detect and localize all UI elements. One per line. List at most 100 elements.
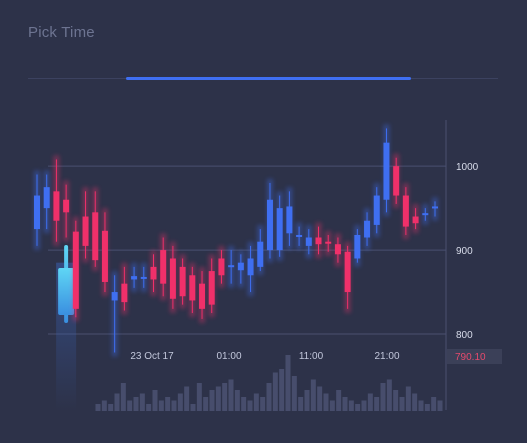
volume-bar bbox=[165, 397, 171, 411]
candle-body bbox=[53, 191, 60, 221]
candle[interactable] bbox=[140, 262, 147, 292]
volume-bar bbox=[367, 393, 373, 411]
volume-bar bbox=[133, 397, 139, 411]
candle-body bbox=[160, 250, 167, 284]
selected-candle[interactable] bbox=[58, 245, 75, 323]
candle-body bbox=[266, 199, 273, 251]
x-tick-label: 01:00 bbox=[216, 351, 241, 362]
candle[interactable] bbox=[218, 246, 225, 288]
candle[interactable] bbox=[92, 187, 99, 271]
candle-body bbox=[34, 195, 40, 230]
candle[interactable] bbox=[169, 241, 176, 313]
candle[interactable] bbox=[121, 262, 128, 315]
volume-bar bbox=[95, 404, 101, 411]
candle[interactable] bbox=[422, 204, 429, 225]
volume-bar bbox=[139, 393, 145, 411]
volume-bar bbox=[215, 386, 221, 411]
candle[interactable] bbox=[364, 208, 371, 250]
volume-bar bbox=[152, 390, 158, 411]
volume-bar bbox=[266, 383, 272, 411]
candle[interactable] bbox=[189, 262, 196, 318]
candle-body bbox=[402, 195, 409, 227]
candle[interactable] bbox=[383, 124, 390, 217]
volume-bar bbox=[424, 404, 430, 411]
candle[interactable] bbox=[34, 170, 40, 250]
candle[interactable] bbox=[412, 204, 419, 234]
volume-bar bbox=[279, 369, 285, 411]
x-tick-label: 11:00 bbox=[299, 351, 324, 362]
candle-body bbox=[325, 241, 332, 244]
y-tick-label: 900 bbox=[456, 246, 473, 257]
volume-bar bbox=[285, 355, 291, 411]
candle[interactable] bbox=[247, 241, 254, 297]
volume-bar bbox=[146, 404, 152, 411]
candle[interactable] bbox=[82, 187, 89, 263]
candle[interactable] bbox=[325, 230, 332, 256]
candle[interactable] bbox=[344, 241, 351, 313]
volume-bar bbox=[222, 383, 228, 411]
candle-body bbox=[72, 231, 79, 309]
selected-candle-body bbox=[58, 268, 75, 315]
candle[interactable] bbox=[160, 233, 167, 301]
candle-body bbox=[189, 275, 196, 301]
candle[interactable] bbox=[150, 250, 157, 297]
candle[interactable] bbox=[334, 233, 341, 267]
volume-bar bbox=[228, 379, 234, 411]
candle[interactable] bbox=[373, 183, 380, 238]
volume-bar bbox=[329, 400, 335, 411]
candle[interactable] bbox=[315, 222, 322, 259]
candle-body bbox=[286, 206, 293, 234]
candle-body bbox=[373, 195, 380, 225]
candle[interactable] bbox=[257, 225, 264, 276]
candle[interactable] bbox=[228, 246, 235, 288]
candle[interactable] bbox=[43, 170, 50, 234]
volume-bar bbox=[431, 397, 437, 411]
candle[interactable] bbox=[432, 197, 438, 221]
candle[interactable] bbox=[72, 216, 79, 322]
candle[interactable] bbox=[179, 254, 186, 309]
candle[interactable] bbox=[296, 222, 303, 250]
volume-bar bbox=[386, 379, 392, 411]
candle[interactable] bbox=[111, 271, 118, 357]
candle[interactable] bbox=[131, 262, 138, 292]
candle-body bbox=[237, 262, 244, 271]
price-tag-bg bbox=[447, 349, 502, 364]
candle-body bbox=[422, 213, 429, 216]
candle[interactable] bbox=[199, 267, 206, 323]
volume-bars bbox=[95, 355, 443, 411]
volume-bar bbox=[298, 397, 304, 411]
candle-body bbox=[92, 212, 99, 261]
volume-bar bbox=[272, 372, 278, 411]
volume-bar bbox=[203, 397, 209, 411]
candle[interactable] bbox=[53, 155, 60, 246]
selected-candle-highlight bbox=[56, 245, 77, 411]
candle[interactable] bbox=[63, 180, 70, 242]
range-selector-handle[interactable] bbox=[126, 77, 411, 80]
candle[interactable] bbox=[402, 183, 409, 239]
candle-body bbox=[218, 258, 225, 276]
candle-body bbox=[344, 251, 351, 293]
volume-bar bbox=[405, 386, 411, 411]
volume-bar bbox=[304, 390, 310, 411]
volume-bar bbox=[361, 400, 367, 411]
volume-bar bbox=[260, 397, 266, 411]
candle[interactable] bbox=[208, 254, 215, 318]
candle[interactable] bbox=[393, 153, 400, 208]
candle[interactable] bbox=[101, 208, 108, 297]
current-price-tag: 790.10 bbox=[447, 349, 502, 364]
candle-body bbox=[383, 142, 390, 200]
candle-body bbox=[121, 283, 128, 303]
candle-body bbox=[393, 166, 400, 196]
candle[interactable] bbox=[237, 250, 244, 288]
candle[interactable] bbox=[305, 225, 312, 259]
candle[interactable] bbox=[286, 187, 293, 250]
volume-bar bbox=[342, 397, 348, 411]
volume-bar bbox=[412, 393, 418, 411]
candle[interactable] bbox=[266, 178, 273, 263]
candle-body bbox=[131, 276, 138, 280]
candle-body bbox=[82, 216, 89, 246]
candle[interactable] bbox=[354, 225, 361, 267]
candle[interactable] bbox=[276, 191, 283, 261]
